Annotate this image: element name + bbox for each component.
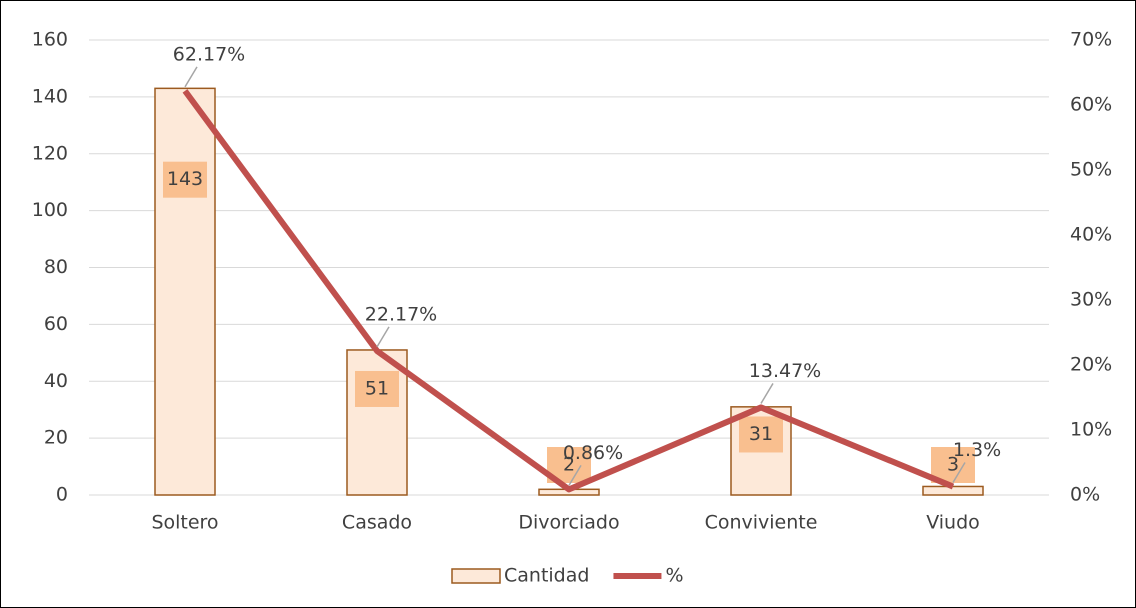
y2-tick-label: 10% (1070, 419, 1112, 441)
data-label-box (931, 447, 975, 483)
data-label: 31 (749, 423, 773, 445)
y2-tick-label: 40% (1070, 224, 1112, 246)
line (182, 89, 955, 493)
y2-tick-label: 20% (1070, 354, 1112, 376)
data-label: 1.3% (953, 439, 1001, 461)
x-tick-label: Soltero (151, 512, 218, 534)
y2-tick-label: 60% (1070, 94, 1112, 116)
data-label-box (163, 161, 207, 198)
y-tick-label: 60 (44, 313, 68, 335)
leader-line (760, 383, 774, 404)
data-label: 51 (365, 377, 389, 399)
x-tick-label: Casado (342, 512, 412, 534)
y-tick-label: 0 (56, 484, 68, 506)
data-label: 22.17% (365, 303, 437, 325)
x-tick-label: Conviviente (705, 512, 818, 534)
y-tick-label: 160 (32, 29, 68, 51)
bar (154, 87, 216, 496)
legend-label: % (665, 565, 683, 587)
y2-tick-label: 30% (1070, 289, 1112, 311)
y2-tick-label: 0% (1070, 484, 1100, 506)
legend-swatch (451, 568, 501, 584)
leader-line (376, 326, 390, 348)
y-tick-label: 140 (32, 85, 68, 107)
bar (922, 485, 984, 496)
y-tick-label: 120 (32, 142, 68, 164)
data-label: 13.47% (749, 360, 821, 382)
x-tick-label: Viudo (926, 512, 980, 534)
data-label: 143 (167, 168, 203, 190)
legend-label: Cantidad (504, 565, 589, 587)
leader-line (184, 66, 198, 88)
data-label: 0.86% (563, 442, 623, 464)
data-label: 62.17% (173, 43, 245, 65)
data-label-box (355, 370, 399, 407)
leader-line (568, 465, 582, 486)
y-tick-label: 100 (32, 199, 68, 221)
y2-tick-label: 70% (1070, 29, 1112, 51)
x-tick-label: Divorciado (518, 512, 619, 534)
data-label-box (739, 416, 783, 453)
leader-line (952, 462, 966, 483)
y2-tick-label: 50% (1070, 159, 1112, 181)
data-label: 2 (563, 454, 575, 476)
y-tick-label: 80 (44, 256, 68, 278)
data-label: 3 (947, 454, 959, 476)
y-tick-label: 40 (44, 370, 68, 392)
y-tick-label: 20 (44, 427, 68, 449)
